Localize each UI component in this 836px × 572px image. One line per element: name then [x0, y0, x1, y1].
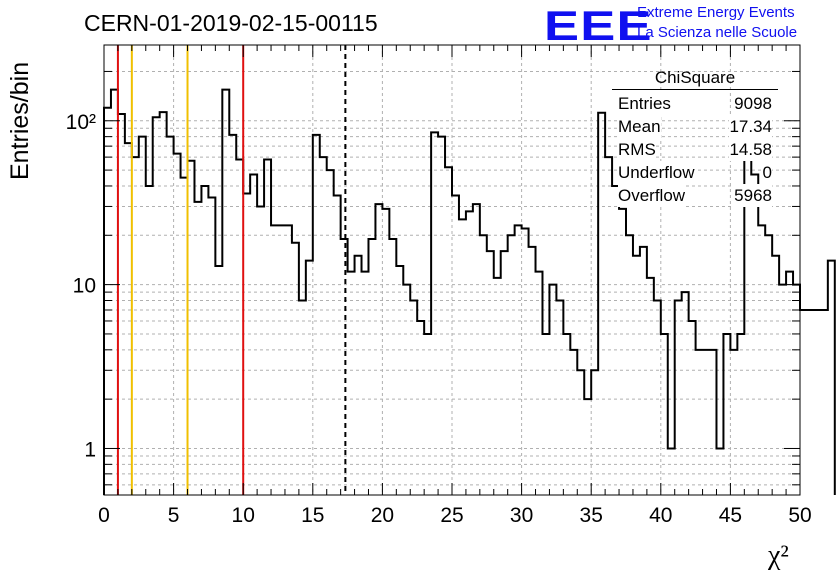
logo-line-2: La Scienza nelle Scuole: [637, 24, 798, 41]
histogram-steps: [103, 88, 836, 495]
stats-value: 9098: [734, 92, 772, 115]
stats-title: ChiSquare: [612, 68, 778, 90]
x-tick-label: 10: [232, 504, 255, 527]
x-tick-label: 5: [168, 504, 180, 527]
stats-label: RMS: [618, 138, 656, 161]
stats-label: Mean: [618, 115, 661, 138]
eee-logo: EEE: [544, 2, 653, 49]
x-tick-label: 45: [719, 504, 742, 527]
stats-label: Entries: [618, 92, 671, 115]
stats-row-underflow: Underflow 0: [612, 161, 778, 184]
stats-row-rms: RMS 14.58: [612, 138, 778, 161]
y-tick-label: 10²: [66, 111, 96, 134]
stats-box: ChiSquare Entries 9098 Mean 17.34 RMS 14…: [612, 68, 778, 207]
x-axis-label: χ²: [768, 540, 789, 571]
stats-value: 14.58: [729, 138, 772, 161]
stats-label: Overflow: [618, 184, 686, 207]
stats-value: 5968: [734, 184, 772, 207]
stats-value: 0: [762, 161, 772, 184]
x-tick-label: 25: [440, 504, 463, 527]
x-tick-label: 35: [580, 504, 603, 527]
y-axis-label: Entries/bin: [6, 61, 34, 180]
stats-row-entries: Entries 9098: [612, 92, 778, 115]
x-tick-label: 50: [788, 504, 811, 527]
x-tick-label: 30: [510, 504, 533, 527]
y-tick-label: 10: [73, 275, 96, 298]
logo-line-1: Extreme Energy Events: [637, 4, 795, 21]
x-tick-label: 40: [649, 504, 672, 527]
stats-label: Underflow: [618, 161, 695, 184]
x-tick-label: 20: [371, 504, 394, 527]
x-tick-label: 15: [301, 504, 324, 527]
stats-value: 17.34: [729, 115, 772, 138]
x-tick-label: 0: [98, 504, 110, 527]
stats-row-overflow: Overflow 5968: [612, 184, 778, 207]
y-tick-label: 1: [84, 438, 96, 461]
chart-title: CERN-01-2019-02-15-00115: [84, 10, 378, 36]
stats-row-mean: Mean 17.34: [612, 115, 778, 138]
